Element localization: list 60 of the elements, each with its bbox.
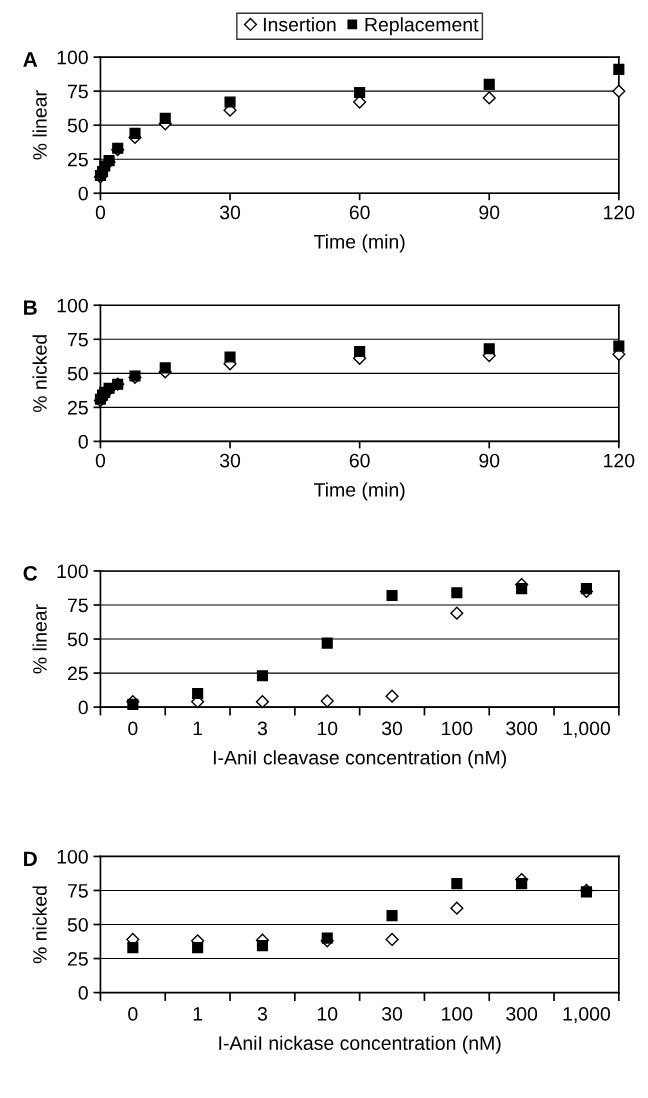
x-tick-label: 100: [442, 1006, 473, 1021]
x-tick-label: 120: [604, 453, 635, 468]
x-tick-label: 120: [604, 205, 635, 220]
x-tick-label: 300: [506, 721, 538, 736]
x-tick-label: 100: [442, 721, 473, 736]
y-axis-title: % nicked: [32, 886, 47, 964]
x-tick-label: 10: [317, 721, 338, 736]
y-tick-label: 100: [57, 849, 88, 864]
legend-label: Insertion: [263, 17, 336, 32]
x-axis-title: I-AniI nickase concentration (nM): [219, 1035, 501, 1054]
y-tick-label: 25: [67, 666, 88, 681]
y-tick-label: 50: [67, 917, 88, 932]
x-tick-label: 30: [219, 453, 241, 468]
x-axis-title: Time (min): [314, 482, 405, 501]
y-tick-label: 0: [78, 434, 88, 449]
y-axis-title: % nicked: [32, 335, 47, 413]
x-tick-label: 1: [193, 1007, 203, 1021]
x-tick-label: 0: [95, 205, 106, 220]
y-tick-label: 100: [57, 50, 88, 65]
x-tick-label: 1,000: [563, 1006, 611, 1024]
y-tick-label: 50: [67, 366, 88, 381]
y-tick-label: 25: [67, 952, 88, 966]
x-tick-label: 1,000: [563, 721, 611, 738]
y-tick-label: 75: [68, 84, 88, 99]
y-tick-label: 0: [78, 986, 88, 1000]
chart-title: A: [23, 52, 38, 67]
x-tick-label: 0: [128, 721, 138, 736]
y-tick-label: 100: [57, 564, 88, 579]
y-axis-title: % linear: [32, 604, 47, 674]
chart-title: D: [24, 851, 37, 866]
x-tick-label: 90: [479, 453, 500, 468]
x-tick-label: 0: [95, 453, 106, 468]
x-tick-label: 90: [479, 205, 500, 220]
y-tick-label: 50: [67, 118, 88, 133]
x-tick-label: 3: [257, 721, 267, 736]
x-tick-label: 300: [506, 1006, 538, 1021]
x-tick-label: 1: [193, 721, 203, 736]
x-tick-label: 60: [349, 453, 370, 468]
y-tick-label: 75: [68, 884, 88, 898]
y-axis-title: % linear: [32, 90, 47, 160]
x-tick-label: 30: [381, 1006, 403, 1021]
x-tick-label: 60: [349, 205, 370, 220]
y-tick-label: 100: [57, 298, 88, 313]
chart-title: B: [24, 300, 37, 315]
x-axis-title: Time (min): [314, 234, 405, 253]
x-tick-label: 3: [257, 1006, 267, 1021]
legend-label: Replacement: [365, 17, 479, 36]
x-axis-title: I-AniI cleavase concentration (nM): [213, 750, 506, 769]
y-tick-label: 25: [67, 152, 88, 167]
y-tick-label: 75: [68, 332, 88, 347]
y-tick-label: 0: [78, 700, 88, 715]
x-tick-label: 30: [381, 721, 403, 736]
y-tick-label: 0: [78, 186, 88, 201]
y-tick-label: 75: [68, 598, 88, 613]
chart-title: C: [23, 565, 38, 581]
x-tick-label: 10: [317, 1006, 338, 1021]
y-tick-label: 25: [67, 400, 88, 415]
y-tick-label: 50: [67, 632, 88, 647]
x-tick-label: 0: [128, 1006, 138, 1021]
x-tick-label: 30: [219, 205, 241, 220]
